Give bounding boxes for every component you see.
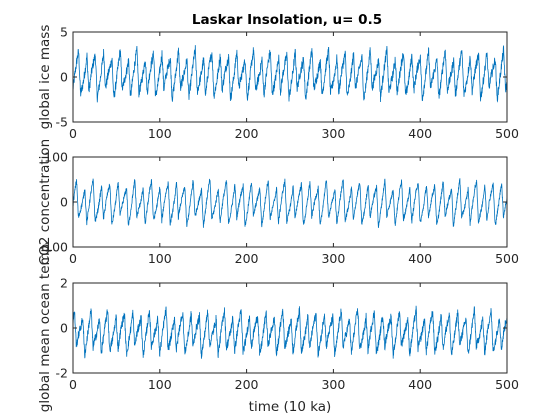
x-tick-label: 500 bbox=[495, 377, 519, 392]
x-tick-label: 0 bbox=[69, 377, 77, 392]
y-tick-label: -2 bbox=[56, 366, 68, 381]
y-tick-label: -100 bbox=[40, 240, 68, 255]
y-tick-label: 0 bbox=[60, 321, 68, 336]
y-tick-label: 5 bbox=[60, 25, 68, 40]
y-tick-label: -5 bbox=[56, 115, 68, 130]
x-tick-label: 400 bbox=[408, 251, 432, 266]
x-tick-label: 300 bbox=[321, 126, 345, 141]
x-tick-label: 0 bbox=[69, 251, 77, 266]
y-axis-label: CO2 concentration bbox=[37, 139, 53, 265]
x-tick-label: 200 bbox=[235, 377, 259, 392]
x-tick-label: 300 bbox=[321, 377, 345, 392]
x-tick-label: 500 bbox=[495, 251, 519, 266]
series-line bbox=[72, 305, 508, 359]
series-line bbox=[72, 178, 508, 228]
y-tick-label: 100 bbox=[44, 150, 68, 165]
x-axis-label: time (10 ka) bbox=[249, 399, 332, 415]
x-tick-label: 400 bbox=[408, 377, 432, 392]
x-tick-label: 100 bbox=[148, 126, 172, 141]
x-tick-label: 200 bbox=[235, 251, 259, 266]
y-axis-label: global mean ocean temp bbox=[37, 244, 53, 412]
y-tick-label: 0 bbox=[60, 195, 68, 210]
x-tick-label: 300 bbox=[321, 251, 345, 266]
y-tick-label: 0 bbox=[60, 70, 68, 85]
x-tick-label: 0 bbox=[69, 126, 77, 141]
y-tick-label: 2 bbox=[60, 276, 68, 291]
figure-title: Laskar Insolation, u= 0.5 bbox=[192, 12, 382, 28]
x-tick-label: 400 bbox=[408, 126, 432, 141]
x-tick-label: 200 bbox=[235, 126, 259, 141]
axes-frame bbox=[72, 156, 508, 248]
x-tick-label: 100 bbox=[148, 251, 172, 266]
x-tick-label: 100 bbox=[148, 377, 172, 392]
y-axis-label: global ice mass bbox=[37, 25, 53, 130]
x-tick-label: 500 bbox=[495, 126, 519, 141]
series-line bbox=[72, 45, 508, 103]
